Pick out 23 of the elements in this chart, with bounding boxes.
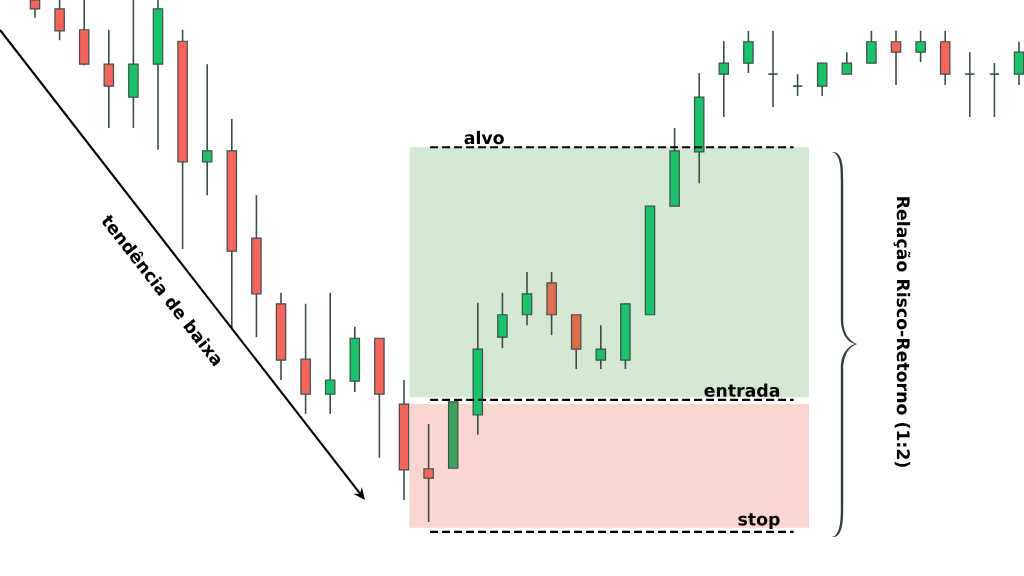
candlestick (890, 29, 902, 86)
candlestick (595, 324, 607, 370)
ref-line-label: stop (738, 513, 780, 529)
candlestick (201, 63, 213, 197)
candlestick (54, 0, 65, 41)
ref-line-label: entrada (704, 383, 780, 397)
candlestick (743, 29, 754, 74)
candlestick (324, 292, 336, 415)
ref-line-label: alvo (464, 130, 504, 145)
candlestick (964, 51, 976, 118)
candlestick (816, 62, 828, 97)
candlestick (423, 423, 434, 523)
candlestick (767, 29, 779, 108)
candlestick (988, 62, 1000, 118)
candlestick (103, 28, 115, 129)
candlestick (841, 51, 853, 75)
candlestick (497, 292, 508, 349)
candlestick (792, 73, 804, 97)
candlestick (915, 29, 926, 63)
candlestick (718, 40, 730, 118)
annotation: Relação Risco-Retorno (1:2) (893, 197, 911, 467)
candlestick (521, 271, 533, 326)
candlestick (866, 29, 877, 64)
